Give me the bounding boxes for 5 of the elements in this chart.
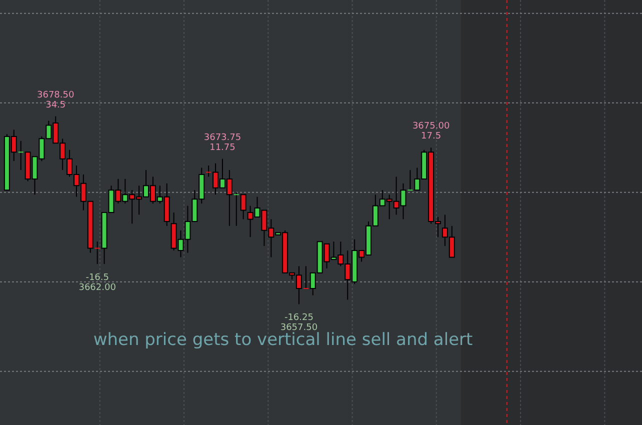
annotation: -16.5 3662.00: [78, 272, 116, 293]
annotation: 3678.50 34.5: [37, 90, 74, 110]
candlestick: [240, 194, 246, 220]
annotation: 3673.75 11.75: [204, 132, 242, 153]
annotation: 3675.00 17.5: [412, 122, 450, 142]
